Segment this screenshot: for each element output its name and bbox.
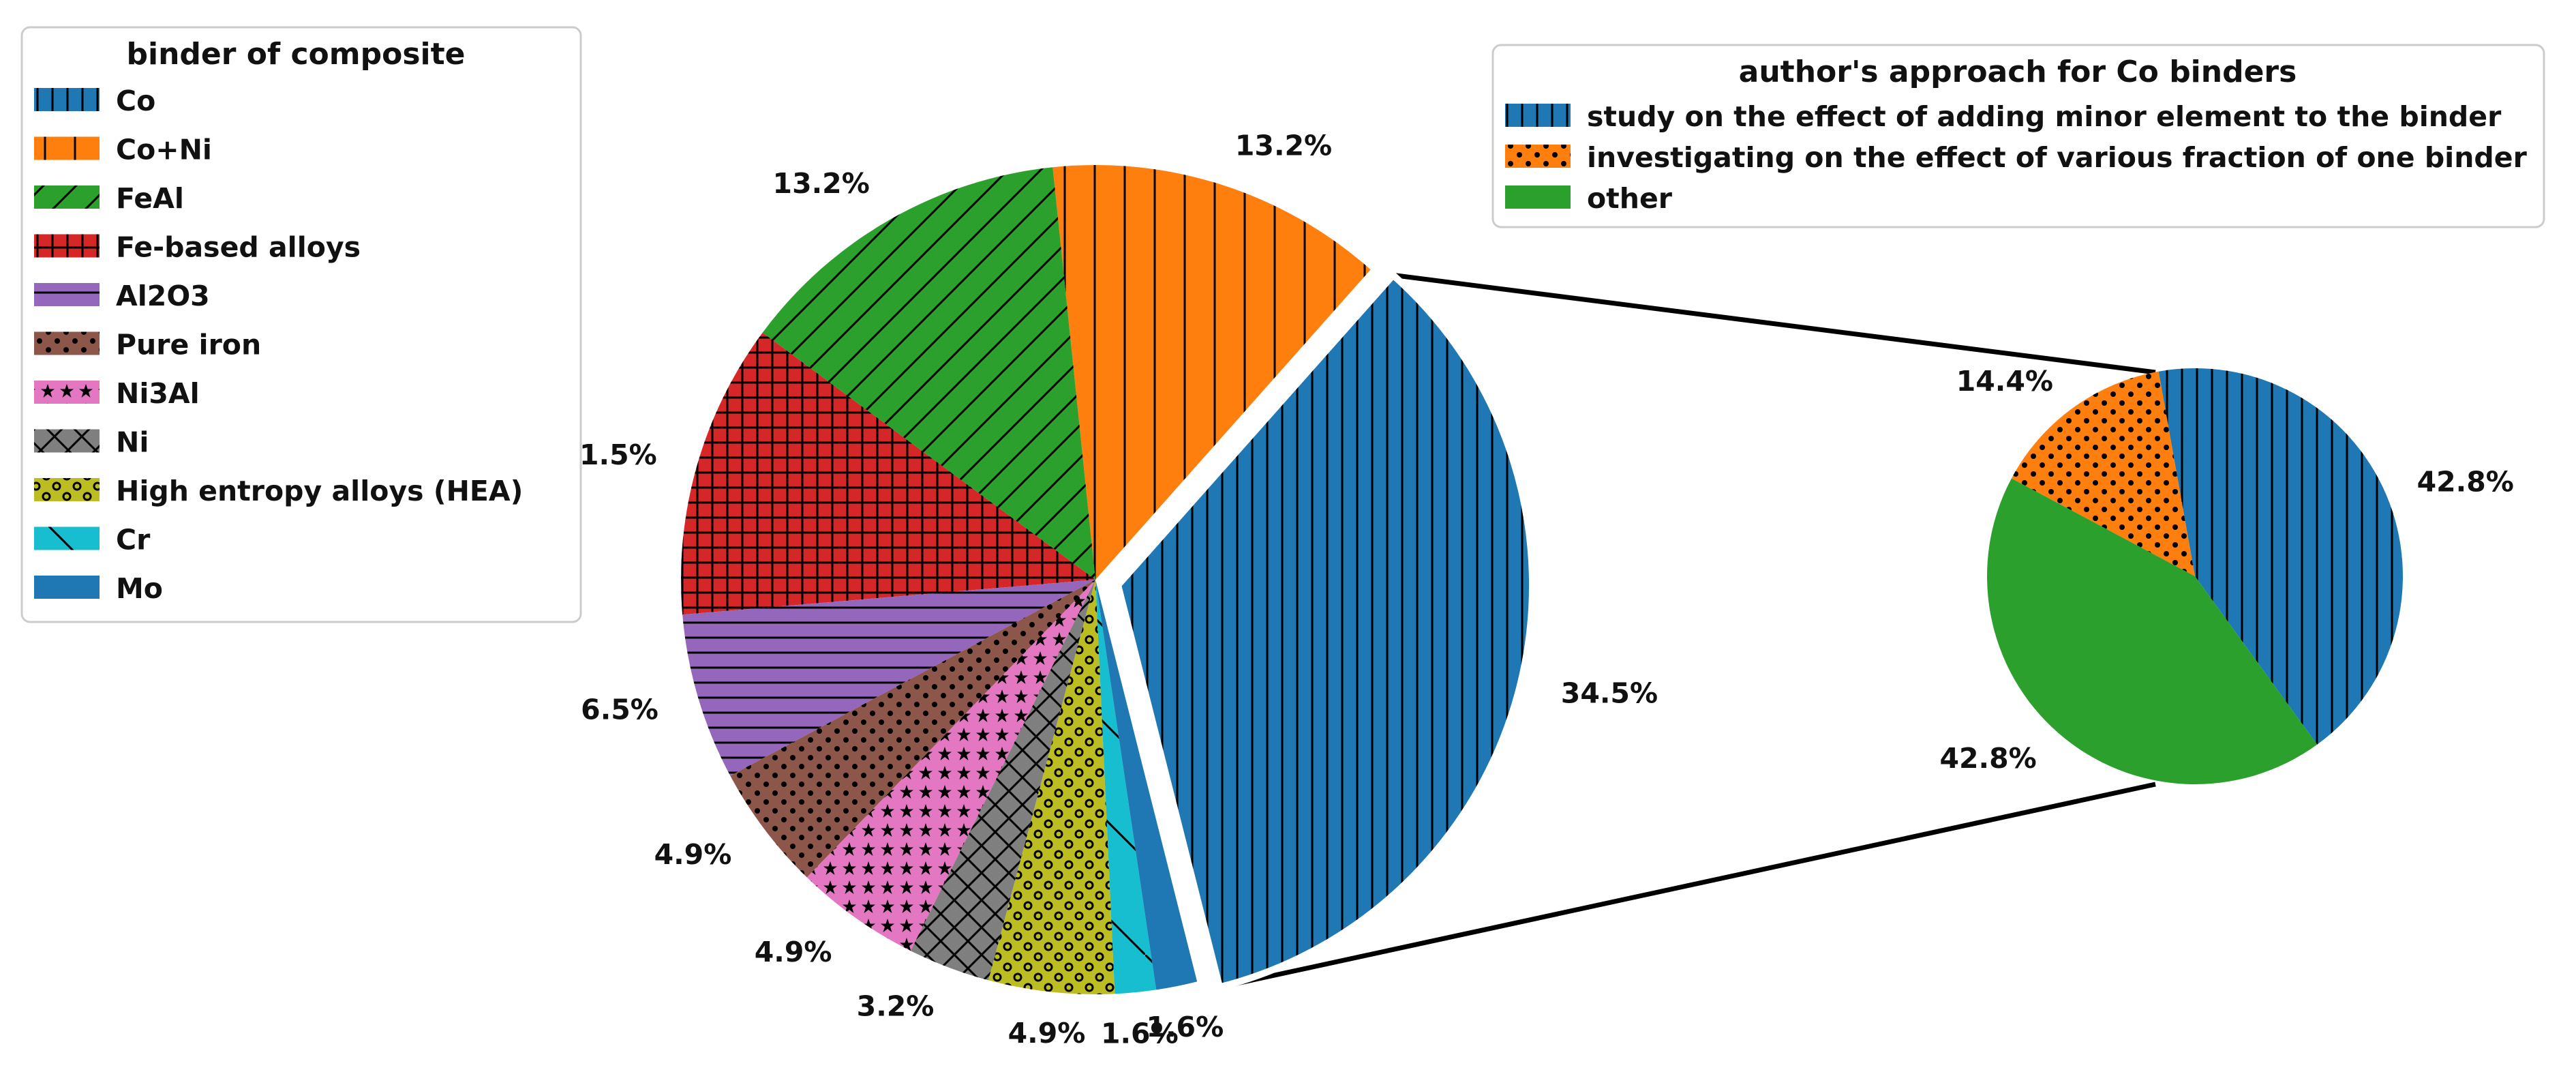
slice-cr-hatch xyxy=(1095,580,1157,994)
slice-fe-based-alloys-hatch xyxy=(681,332,1095,615)
legend-item-high-entropy-alloys-hea-label: High entropy alloys (HEA) xyxy=(116,475,523,507)
legend-item-feal-swatch-hatch xyxy=(34,185,100,209)
slice-al2o3-hatch xyxy=(682,580,1095,776)
legend-item-investigating-on-the-effect-of-various-fraction-of-one-binder-swatch-hatch xyxy=(1505,145,1571,168)
co-approach-pie: 42.8% 14.4% 42.8% xyxy=(1939,365,2514,784)
co-approach-legend: author's approach for Co binders study o… xyxy=(1491,44,2545,228)
legend-item-other-swatch xyxy=(1505,185,1571,209)
legend-item-cr-label: Cr xyxy=(116,524,151,556)
slice-ni-hatch xyxy=(910,580,1095,981)
legend-item-co-swatch-hatch xyxy=(34,88,100,111)
slice-mo xyxy=(1095,580,1198,990)
legend-title: author's approach for Co binders xyxy=(1739,55,2297,89)
pct-label-feal: 13.2% xyxy=(773,167,870,200)
zoom-connector-lines xyxy=(1219,272,2156,990)
legend-item-investigating-on-the-effect-of-various-fraction-of-one-binder-label: investigating on the effect of various f… xyxy=(1587,141,2528,174)
legend-item-fe-based-alloys-label: Fe-based alloys xyxy=(116,231,361,264)
connector-line-top xyxy=(1393,272,2156,375)
slice-ni3al-hatch xyxy=(806,580,1095,951)
legend-item-study-on-the-effect-of-adding-minor-element-to-the-binder-swatch-hatch xyxy=(1505,104,1571,127)
legend-frame xyxy=(20,26,582,623)
binder-legend: binder of composite Co Co+Ni FeAl Fe-based … xyxy=(20,26,582,623)
pct-label-investigating-on-the-effect-of-various-fraction-of-one-binder: 14.4% xyxy=(1956,365,2053,398)
pct-label-ni: 3.2% xyxy=(857,990,935,1023)
legend-item-feal-label: FeAl xyxy=(116,182,184,215)
legend-item-ni-swatch-hatch xyxy=(34,429,100,453)
slice-co-hatch xyxy=(1118,275,1533,987)
slice-co-ni-hatch xyxy=(1052,164,1371,580)
slice-pure-iron-hatch xyxy=(730,580,1095,878)
legend-item-mo-label: Mo xyxy=(116,572,163,605)
legend-item-fe-based-alloys-swatch-hatch xyxy=(34,234,100,258)
legend-item-al2o3-label: Al2O3 xyxy=(116,280,210,312)
legend-item-ni-label: Ni xyxy=(116,426,149,459)
slice-feal-hatch xyxy=(762,167,1095,580)
connector-line-bottom xyxy=(1219,782,2156,990)
legend-item-ni3al-swatch-hatch xyxy=(34,381,100,404)
pct-label-ni3al: 4.9% xyxy=(755,936,832,968)
binder-pie: 34.5%13.2%13.2%11.5%6.5%4.9%4.9%3.2%4.9%… xyxy=(560,129,1658,1050)
legend-item-other-label: other xyxy=(1587,182,1673,215)
legend-title: binder of composite xyxy=(127,37,466,72)
legend-item-ni3al-label: Ni3Al xyxy=(116,377,200,410)
legend-item-study-on-the-effect-of-adding-minor-element-to-the-binder-label: study on the effect of adding minor elem… xyxy=(1587,100,2502,133)
slice-high-entropy-alloys-hea-hatch xyxy=(988,580,1115,995)
slice-co-outline xyxy=(1114,270,1536,992)
pct-label-co: 34.5% xyxy=(1561,677,1658,709)
legend-item-mo-swatch xyxy=(34,576,100,599)
legend-item-co-ni-label: Co+Ni xyxy=(116,134,212,166)
legend-frame xyxy=(1491,44,2545,228)
pct-label-study-on-the-effect-of-adding-minor-element-to-the-binder: 42.8% xyxy=(2417,466,2514,499)
pct-label-al2o3: 6.5% xyxy=(581,693,658,726)
slice-study-on-the-effect-of-adding-minor-element-to-the-binder-hatch xyxy=(2158,368,2403,745)
pct-label-high-entropy-alloys-hea: 4.9% xyxy=(1008,1017,1086,1050)
legend-item-co-ni-swatch-hatch xyxy=(34,136,100,160)
legend-item-co-label: Co xyxy=(116,85,155,117)
slice-investigating-on-the-effect-of-various-fraction-of-one-binder-hatch xyxy=(2011,371,2195,576)
pct-label-pure-iron: 4.9% xyxy=(654,838,732,871)
slice-other xyxy=(1987,478,2318,784)
legend-item-pure-iron-swatch-hatch xyxy=(34,331,100,355)
pct-label-mo: 1.6% xyxy=(1146,1011,1224,1043)
pct-label-cr: 1.6% xyxy=(1101,1017,1179,1050)
pct-label-other: 42.8% xyxy=(1939,742,2036,775)
legend-item-cr-swatch-hatch xyxy=(34,526,100,550)
pct-label-co-ni: 13.2% xyxy=(1235,129,1332,162)
legend-item-high-entropy-alloys-hea-swatch-hatch xyxy=(34,478,100,501)
legend-item-al2o3-swatch-hatch xyxy=(34,283,100,306)
legend-item-pure-iron-label: Pure iron xyxy=(116,329,261,361)
